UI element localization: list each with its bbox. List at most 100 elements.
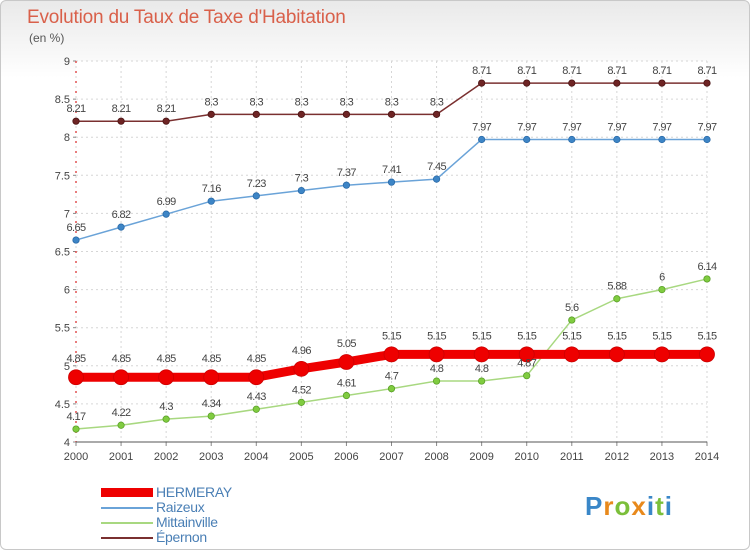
x-tick-label: 2011 — [560, 451, 584, 463]
data-point-mittainville — [523, 372, 531, 380]
y-tick-label: 6 — [64, 285, 70, 297]
data-point-raizeux — [478, 135, 486, 144]
data-point-mittainville — [297, 398, 305, 406]
x-tick-label: 2001 — [109, 451, 133, 463]
data-label-mittainville: 6 — [659, 272, 665, 284]
data-point-epernon — [613, 79, 621, 87]
data-point-epernon — [207, 110, 215, 118]
data-label-epernon: 8.71 — [697, 65, 716, 77]
y-tick-label: 5.5 — [55, 323, 70, 335]
data-point-mittainville — [252, 405, 260, 413]
x-tick-label: 2012 — [605, 451, 629, 463]
axis-layer: 4 4.5 5 5.5 6 6.5 7 7.5 8 8.5 9 2000 2001 2002 2003 200… — [55, 56, 720, 463]
data-point-hermeray — [158, 369, 175, 386]
legend-swatch-mittainville — [101, 522, 153, 524]
data-label-mittainville: 4.3 — [159, 401, 173, 413]
data-point-hermeray — [699, 346, 715, 363]
data-label-mittainville: 4.8 — [430, 363, 444, 375]
data-label-raizeux: 7.23 — [247, 178, 266, 190]
data-point-epernon — [568, 79, 576, 87]
data-label-epernon: 8.71 — [472, 65, 491, 77]
x-tick-label: 2007 — [379, 451, 403, 463]
data-label-hermeray: 5.15 — [472, 330, 491, 342]
data-label-mittainville: 4.22 — [112, 407, 131, 419]
legend-label-raizeux: Raizeux — [156, 499, 205, 515]
data-point-mittainville — [432, 377, 441, 385]
x-tick-label: 2003 — [199, 451, 223, 463]
data-point-hermeray — [518, 346, 535, 363]
data-label-epernon: 8.71 — [652, 65, 671, 77]
data-label-hermeray: 5.15 — [652, 330, 671, 342]
data-label-epernon: 8.3 — [204, 96, 218, 108]
x-tick-label: 2005 — [289, 451, 313, 463]
data-label-mittainville: 4.17 — [66, 411, 85, 423]
data-label-raizeux: 6.99 — [157, 196, 176, 208]
data-point-mittainville — [162, 415, 170, 423]
data-point-epernon — [703, 79, 711, 87]
y-tick-label: 8 — [64, 132, 70, 144]
data-label-hermeray: 5.15 — [517, 330, 536, 342]
y-tick-label: 9 — [64, 56, 70, 68]
data-point-raizeux — [72, 236, 80, 244]
data-label-raizeux: 7.97 — [517, 121, 536, 133]
data-point-mittainville — [478, 377, 486, 385]
data-point-epernon — [117, 117, 125, 125]
data-label-epernon: 8.3 — [250, 96, 264, 108]
proxiti-logo: Proxiti — [585, 491, 673, 522]
data-label-mittainville: 6.14 — [697, 261, 716, 273]
data-label-raizeux: 6.65 — [66, 222, 85, 234]
logo-letter: i — [664, 491, 673, 521]
data-label-mittainville: 4.61 — [337, 378, 356, 390]
data-label-raizeux: 6.82 — [112, 209, 131, 221]
data-point-epernon — [523, 79, 531, 87]
data-label-epernon: 8.3 — [340, 96, 354, 108]
data-point-epernon — [387, 110, 396, 118]
legend-swatch-hermeray — [101, 488, 153, 497]
y-tick-label: 7.5 — [55, 170, 70, 182]
data-label-hermeray: 5.15 — [697, 330, 716, 342]
data-label-mittainville: 4.87 — [517, 358, 536, 370]
data-point-hermeray — [473, 346, 490, 363]
y-tick-label: 4 — [64, 437, 70, 449]
y-tick-label: 4.5 — [55, 399, 70, 411]
data-point-raizeux — [432, 175, 441, 183]
data-point-hermeray — [654, 346, 670, 363]
x-tick-label: 2014 — [695, 451, 719, 463]
y-tick-label: 7 — [64, 208, 70, 220]
data-label-hermeray: 4.85 — [66, 353, 85, 365]
data-point-raizeux — [387, 178, 396, 186]
data-label-mittainville: 5.6 — [565, 302, 579, 314]
data-point-epernon — [432, 110, 441, 118]
data-label-raizeux: 7.37 — [337, 167, 356, 179]
data-label-hermeray: 4.85 — [157, 353, 176, 365]
data-label-raizeux: 7.41 — [382, 164, 401, 176]
data-point-epernon — [162, 117, 170, 125]
data-point-raizeux — [523, 135, 531, 144]
data-label-mittainville: 4.8 — [475, 363, 489, 375]
data-label-layer: 4.85 4.85 4.85 4.85 4.854.965.055.15 5.15 5.15… — [66, 65, 717, 423]
data-point-mittainville — [658, 285, 666, 294]
data-point-mittainville — [342, 391, 351, 400]
data-label-mittainville: 5.88 — [607, 281, 626, 293]
data-label-raizeux: 7.16 — [202, 183, 221, 195]
legend-label-epernon: Épernon — [156, 529, 207, 545]
data-point-mittainville — [387, 385, 396, 393]
data-point-epernon — [252, 110, 260, 118]
data-point-mittainville — [207, 412, 215, 420]
data-point-epernon — [342, 110, 351, 118]
chart-title: Evolution du Taux de Taxe d'Habitation — [27, 7, 346, 28]
data-point-mittainville — [613, 295, 621, 303]
data-label-hermeray: 5.15 — [427, 330, 446, 342]
data-point-raizeux — [207, 197, 215, 205]
data-point-epernon — [478, 79, 486, 87]
data-label-epernon: 8.3 — [430, 96, 444, 108]
x-tick-label: 2004 — [244, 451, 268, 463]
legend-label-mittainville: Mittainville — [156, 514, 218, 530]
data-point-mittainville — [568, 316, 576, 324]
y-tick-label: 6.5 — [55, 247, 70, 259]
x-tick-label: 2002 — [154, 451, 178, 463]
data-point-hermeray — [383, 346, 400, 363]
data-label-raizeux: 7.3 — [295, 173, 309, 185]
data-point-raizeux — [703, 135, 711, 144]
